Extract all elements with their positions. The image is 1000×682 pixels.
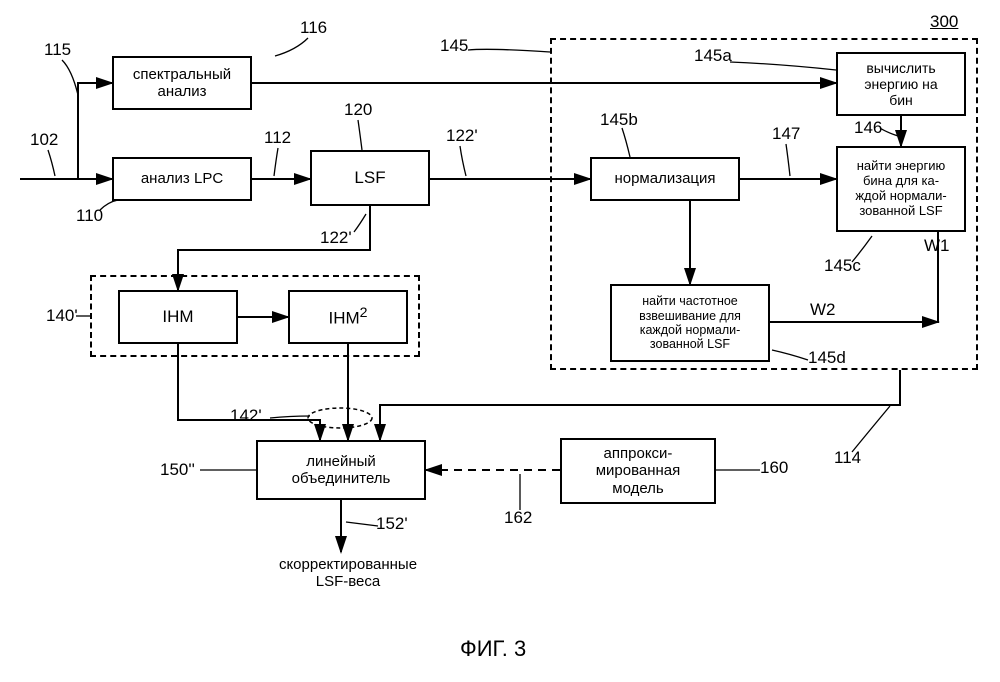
box-findfreq: найти частотноевзвешивание длякаждой нор…: [610, 284, 770, 362]
lbl-w1: W1: [924, 236, 950, 256]
lbl-147: 147: [772, 124, 800, 144]
lbl-120: 120: [344, 100, 372, 120]
lbl-140: 140': [46, 306, 78, 326]
lbl-162: 162: [504, 508, 532, 528]
lbl-300: 300: [930, 12, 958, 32]
box-combiner: линейныйобъединитель: [256, 440, 426, 500]
box-ihm: IHM: [118, 290, 238, 344]
box-spectral-label: спектральныйанализ: [133, 66, 231, 101]
box-ihm-label: IHM: [162, 307, 193, 327]
box-findenergy: найти энергиюбина для ка-ждой нормали-зо…: [836, 146, 966, 232]
box-energybin: вычислитьэнергию набин: [836, 52, 966, 116]
lbl-115: 115: [44, 40, 71, 60]
lbl-110: 110: [76, 206, 103, 226]
box-norm-label: нормализация: [614, 170, 715, 187]
lbl-145a: 145a: [694, 46, 732, 66]
lbl-145b: 145b: [600, 110, 638, 130]
box-combiner-label: линейныйобъединитель: [292, 453, 391, 488]
box-lpc-label: анализ LPC: [141, 170, 223, 187]
diagram-canvas: спектральныйанализ анализ LPC LSF нормал…: [0, 0, 1000, 682]
lbl-122a: 122': [446, 126, 478, 146]
box-energybin-label: вычислитьэнергию набин: [864, 60, 937, 108]
box-norm: нормализация: [590, 157, 740, 201]
lbl-146: 146: [854, 118, 882, 138]
lbl-150: 150'': [160, 460, 195, 480]
lbl-122b: 122': [320, 228, 352, 248]
lbl-142: 142': [230, 406, 262, 426]
lbl-145: 145: [440, 36, 468, 56]
box-lpc: анализ LPC: [112, 157, 252, 201]
lbl-output: скорректированныеLSF-веса: [248, 556, 448, 590]
box-findenergy-label: найти энергиюбина для ка-ждой нормали-зо…: [855, 159, 946, 219]
lbl-116: 116: [300, 18, 327, 38]
lbl-145d: 145d: [808, 348, 846, 368]
box-approx: аппрокси-мированнаямодель: [560, 438, 716, 504]
box-approx-label: аппрокси-мированнаямодель: [596, 445, 681, 497]
box-findfreq-label: найти частотноевзвешивание длякаждой нор…: [639, 294, 741, 352]
lbl-112: 112: [264, 128, 291, 148]
lbl-w2: W2: [810, 300, 836, 320]
lbl-102: 102: [30, 130, 58, 150]
lbl-160: 160: [760, 458, 788, 478]
box-ihm2: IHM2: [288, 290, 408, 344]
figure-caption: ФИГ. 3: [460, 636, 526, 662]
lbl-145c: 145c: [824, 256, 861, 276]
box-lsf: LSF: [310, 150, 430, 206]
box-spectral: спектральныйанализ: [112, 56, 252, 110]
lbl-152: 152': [376, 514, 408, 534]
box-ihm2-label: IHM2: [328, 305, 367, 328]
box-lsf-label: LSF: [354, 168, 385, 188]
lbl-114: 114: [834, 448, 861, 468]
